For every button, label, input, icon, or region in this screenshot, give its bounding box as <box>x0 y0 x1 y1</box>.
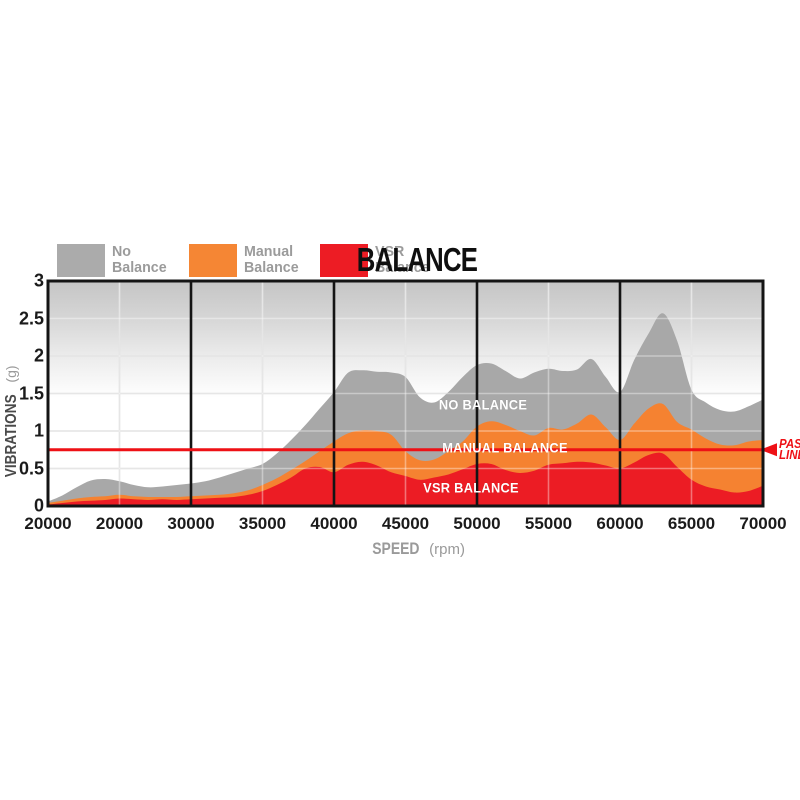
x-tick-label: 55000 <box>524 514 573 533</box>
series-label-vsr-balance: VSR BALANCE <box>423 480 519 496</box>
x-tick-label: 40000 <box>310 514 358 533</box>
legend-label: No Balance <box>112 243 167 276</box>
pass-line-label: PASS LINE <box>779 437 800 462</box>
pass-line-label-line2: LINE <box>779 448 800 462</box>
legend-swatch <box>57 244 105 277</box>
legend-item-manual: Manual Balance <box>188 243 302 277</box>
x-tick-label: 20000 <box>24 514 72 533</box>
y-tick-label: 3 <box>33 270 44 291</box>
series-label-no-balance: NO BALANCE <box>438 397 527 413</box>
series-label-manual-balance: MANUAL BALANCE <box>442 440 568 455</box>
x-axis-title-unit: (rpm) <box>429 541 465 558</box>
x-tick-label: 50000 <box>453 514 501 533</box>
x-tick-label: 65000 <box>667 514 716 533</box>
chart-title-wrap: BALANCE <box>340 241 494 279</box>
legend-label: VSR Balance <box>375 243 430 276</box>
legend-swatch <box>320 244 369 277</box>
y-tick-label: 0 <box>33 495 44 516</box>
legend-item-no: No Balance <box>57 244 170 277</box>
x-tick-label: 70000 <box>739 514 787 533</box>
plot-border <box>46 279 765 508</box>
x-axis-title: SPEED (rpm) <box>367 539 465 559</box>
legend-label: Manual Balance <box>243 243 299 276</box>
pass-line-label-line1: PASS <box>779 437 800 451</box>
legend: No Balance Manual Balance VSR Balance <box>57 244 452 277</box>
chart-title: BALANCE <box>356 241 478 278</box>
x-tick-label: 20000 <box>95 514 144 533</box>
pass-line-arrow <box>760 443 777 457</box>
y-tick-label: 1 <box>33 420 44 441</box>
y-axis-title-unit: (g) <box>3 365 19 383</box>
y-tick-label: 1.5 <box>18 383 44 403</box>
x-tick-label: 45000 <box>381 514 430 533</box>
x-axis-title-text: SPEED <box>372 539 420 558</box>
y-tick-label: 2.5 <box>18 308 44 328</box>
x-tick-label: 35000 <box>238 514 287 533</box>
x-tick-label: 30000 <box>167 514 215 533</box>
y-tick-label: 0.5 <box>18 458 44 478</box>
y-tick-label: 2 <box>33 345 44 366</box>
x-tick-label: 60000 <box>596 514 644 533</box>
series-area-vsr-balance <box>48 452 763 506</box>
legend-item-vsr: VSR Balance <box>320 244 433 277</box>
legend-swatch <box>188 244 237 277</box>
